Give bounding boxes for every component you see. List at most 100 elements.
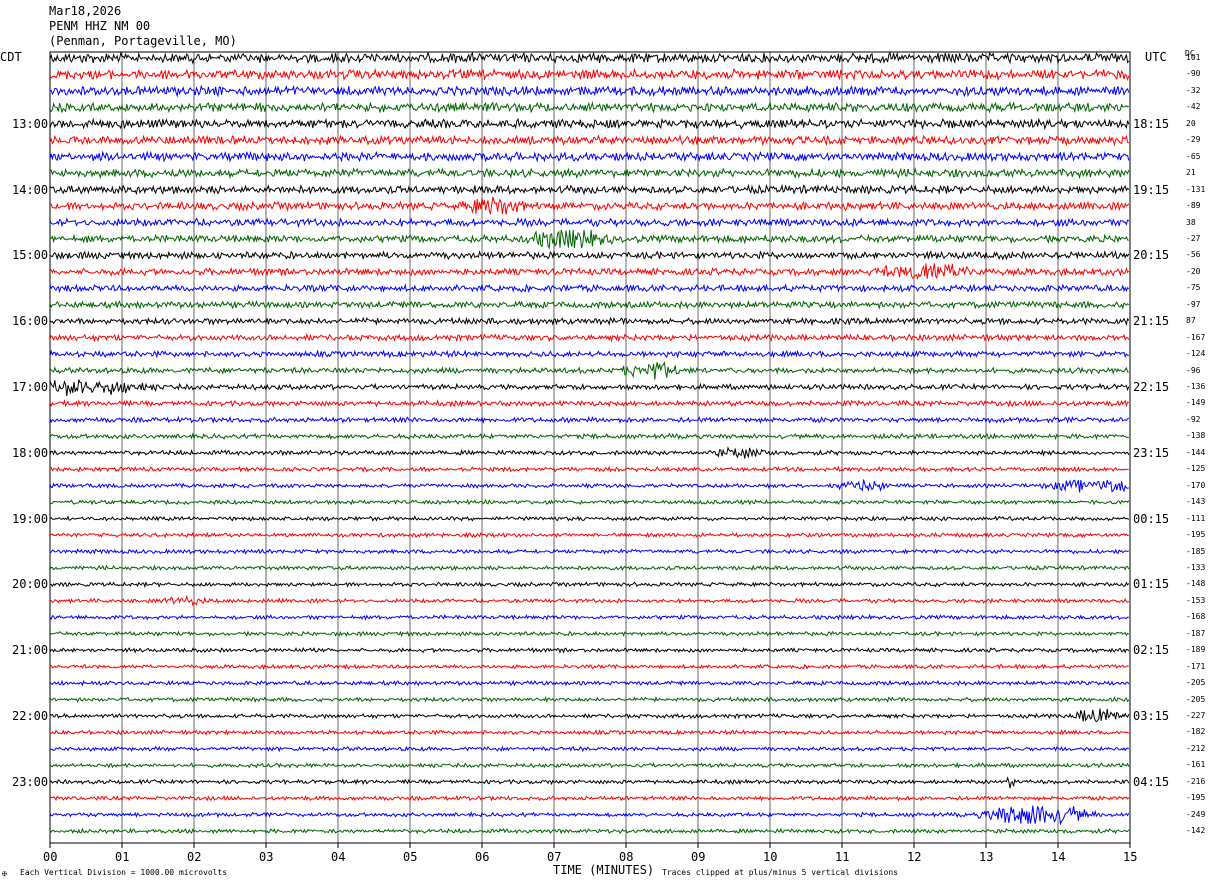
left-hour-label: 15:00 xyxy=(12,248,49,263)
dc-offset-label: -136 xyxy=(1186,382,1206,391)
dc-offset-label: -216 xyxy=(1186,776,1206,786)
dc-offset-label: -75 xyxy=(1186,283,1201,293)
left-hour-label: 14:00 xyxy=(12,182,49,197)
seismic-trace xyxy=(49,134,1129,147)
dc-offset-label: -90 xyxy=(1186,69,1201,79)
x-tick-label: 06 xyxy=(475,850,490,864)
x-tick-label: 01 xyxy=(115,850,130,864)
seismic-trace xyxy=(49,827,1130,835)
left-timezone-label: CDT xyxy=(0,50,22,64)
x-tick-label: 08 xyxy=(619,850,634,864)
seismic-trace xyxy=(49,794,1130,802)
dc-offset-label: -124 xyxy=(1186,349,1206,359)
x-tick-label: 02 xyxy=(187,850,202,864)
dc-offset-label: -131 xyxy=(1186,184,1206,194)
x-tick-label: 09 xyxy=(691,850,706,864)
seismic-trace xyxy=(49,216,1130,229)
seismic-trace xyxy=(49,805,1130,826)
x-axis-title: TIME (MINUTES) xyxy=(553,863,655,877)
seismic-trace xyxy=(49,51,1130,65)
dc-offset-label: -227 xyxy=(1186,711,1206,720)
seismic-trace xyxy=(49,183,1130,196)
seismic-trace xyxy=(49,117,1130,131)
seismic-trace xyxy=(49,361,1129,380)
dc-offset-label: -27 xyxy=(1186,233,1201,243)
dc-offset-label: -168 xyxy=(1186,612,1206,622)
right-hour-label: 02:15 xyxy=(1133,643,1170,658)
dc-offset-label: -170 xyxy=(1186,480,1206,490)
dc-offset-label: -171 xyxy=(1186,661,1206,671)
scale-note: Each Vertical Division = 1000.00 microvo… xyxy=(20,868,228,877)
x-tick-label: 15 xyxy=(1123,850,1138,864)
dc-offset-label: -187 xyxy=(1186,628,1206,638)
dc-offset-label: -133 xyxy=(1186,562,1206,572)
dc-offset-label: 20 xyxy=(1186,118,1196,128)
dc-offset-label: -125 xyxy=(1186,464,1206,474)
seismic-trace xyxy=(49,399,1129,408)
dc-offset-label: -111 xyxy=(1186,513,1206,523)
plot-date: Mar18,2026 xyxy=(49,4,122,18)
seismic-trace xyxy=(49,479,1129,493)
seismic-trace xyxy=(49,316,1130,327)
right-hour-label: 19:15 xyxy=(1133,182,1170,197)
seismic-trace xyxy=(49,415,1130,425)
right-hour-label: 21:15 xyxy=(1133,314,1170,329)
dc-offset-label: 21 xyxy=(1186,168,1196,178)
left-hour-label: 17:00 xyxy=(12,380,49,394)
right-hour-label: 20:15 xyxy=(1133,248,1170,263)
dc-offset-label: -205 xyxy=(1186,694,1206,704)
right-hour-label: 01:15 xyxy=(1133,577,1170,592)
left-hour-label: 20:00 xyxy=(12,577,49,592)
right-hour-label: 04:15 xyxy=(1133,774,1170,789)
seismic-trace xyxy=(49,515,1130,522)
seismic-trace xyxy=(49,581,1130,589)
seismic-trace xyxy=(49,647,1130,654)
seismic-trace xyxy=(49,679,1130,687)
seismic-trace xyxy=(49,594,1130,607)
dc-offset-label: -96 xyxy=(1186,365,1201,375)
dc-offset-label: -161 xyxy=(1186,760,1206,770)
dc-offset-label: -56 xyxy=(1186,250,1201,260)
clip-note: Traces clipped at plus/minus 5 vertical … xyxy=(662,868,899,877)
x-tick-label: 07 xyxy=(547,850,562,864)
x-tick-label: 14 xyxy=(1051,850,1066,864)
seismic-trace xyxy=(49,776,1130,789)
x-tick-label: 13 xyxy=(979,850,994,864)
seismic-trace xyxy=(49,728,1130,736)
right-hour-label: 00:15 xyxy=(1133,511,1170,526)
dc-offset-label: -195 xyxy=(1186,530,1206,540)
seismic-trace xyxy=(49,150,1130,163)
station-code: PENM HHZ NM 00 xyxy=(49,19,151,33)
dc-offset-label: -144 xyxy=(1186,447,1206,457)
dc-offset-label: -167 xyxy=(1186,332,1206,342)
x-tick-label: 12 xyxy=(907,850,922,864)
dc-offset-label: -92 xyxy=(1186,414,1201,424)
seismic-trace xyxy=(49,100,1130,114)
dc-offset-label: -195 xyxy=(1186,793,1206,803)
dc-offset-label: 87 xyxy=(1186,316,1196,326)
dc-offset-label: -32 xyxy=(1186,85,1201,95)
seismic-trace xyxy=(49,761,1130,769)
seismic-trace xyxy=(49,446,1130,459)
seismic-trace xyxy=(49,249,1130,261)
station-location: (Penman, Portageville, MO) xyxy=(49,34,237,48)
x-tick-label: 10 xyxy=(763,850,778,864)
dc-offset-label: -249 xyxy=(1186,809,1206,819)
right-hour-label: 03:15 xyxy=(1133,709,1170,723)
left-hour-label: 19:00 xyxy=(12,511,49,526)
x-tick-label: 05 xyxy=(403,850,418,864)
left-hour-label: 22:00 xyxy=(12,709,49,723)
seismic-trace xyxy=(49,167,1130,180)
dc-offset-label: 101 xyxy=(1186,53,1201,62)
left-hour-label: 18:00 xyxy=(12,445,49,460)
seismic-trace xyxy=(49,630,1130,638)
seismic-trace xyxy=(49,548,1129,555)
dc-offset-label: -205 xyxy=(1186,678,1206,688)
dc-offset-label: 38 xyxy=(1186,217,1196,227)
dc-offset-label: -185 xyxy=(1186,546,1206,556)
seismic-trace xyxy=(49,708,1130,723)
dc-offset-label: -42 xyxy=(1186,102,1201,112)
seismic-trace xyxy=(49,663,1129,671)
right-hour-label: 22:15 xyxy=(1133,380,1170,394)
dc-offset-header: DC xyxy=(1185,49,1195,58)
